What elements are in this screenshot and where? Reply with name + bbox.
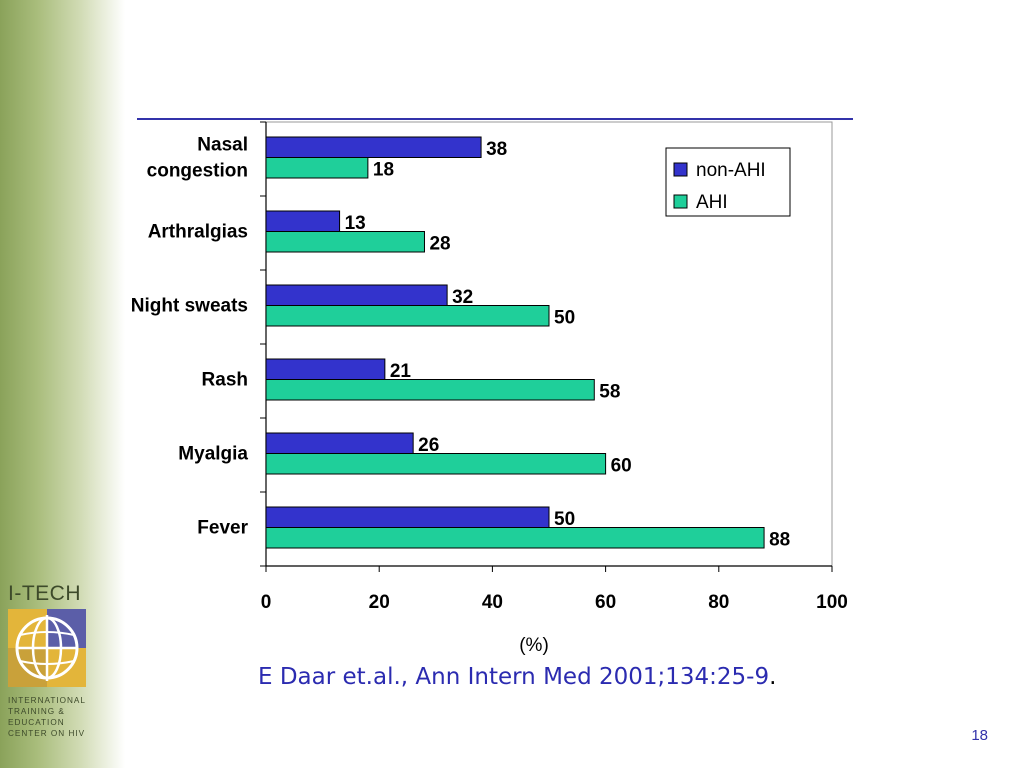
page-number: 18 [971,727,988,744]
category-label: Fever [197,518,248,539]
x-tick-label: 60 [595,592,616,613]
data-label: 50 [554,509,575,530]
bar-ahi [265,231,425,253]
bar-non-ahi [265,136,482,158]
brand-caption: International Training & Education Cente… [8,695,98,739]
x-axis-label: (%) [519,635,549,656]
bar-ahi [265,305,550,327]
bar-ahi [265,527,765,549]
data-label: 21 [390,361,412,382]
category-label: Night sweats [131,296,248,317]
globe-logo-icon [8,609,86,687]
data-label: 50 [554,308,575,329]
legend-swatch [673,194,688,209]
data-label: 58 [599,382,620,403]
data-label: 18 [373,160,394,181]
bar-ahi [265,453,607,475]
brand-caption-line: Training & [8,707,65,716]
data-label: 88 [769,530,790,551]
brand-caption-line: Center on HIV [8,729,86,738]
legend-swatch [673,162,688,177]
symptoms-bar-chart: 0 20 40 60 80 100 (%) 38 18 Nasal congestion 13 28 Ar… [131,121,848,656]
x-tick-label: 0 [261,592,272,613]
x-tick-label: 20 [369,592,390,613]
data-label: 38 [486,139,507,160]
itech-brand: I-TECH International Training & Educatio… [8,583,98,739]
citation: E Daar et.al., Ann Intern Med 2001;134:2… [258,664,776,690]
bar-non-ahi [265,358,386,380]
x-tick-label: 40 [482,592,503,613]
bar-non-ahi [265,210,341,232]
data-label: 28 [429,234,450,255]
category-label: Rash [202,370,248,391]
bar-non-ahi [265,506,550,528]
brand-caption-line: Education [8,718,65,727]
category-label: congestion [147,161,248,182]
x-tick-label: 100 [816,592,848,613]
bar-non-ahi [265,432,414,454]
brand-title: I-TECH [8,582,81,605]
title-divider [137,118,853,120]
category-label: Arthralgias [148,222,248,243]
data-label: 32 [452,287,473,308]
legend-label: non-AHI [696,160,766,181]
data-label: 60 [611,456,632,477]
legend-label: AHI [696,192,728,213]
citation-text: E Daar et.al., Ann Intern Med 2001;134:2… [258,664,770,690]
brand-caption-line: International [8,696,86,705]
bar-ahi [265,157,369,179]
data-label: 13 [345,213,366,234]
bar-non-ahi [265,284,448,306]
category-label: Nasal [197,135,248,156]
x-tick-label: 80 [708,592,729,613]
citation-suffix: . [769,664,777,690]
data-label: 26 [418,435,439,456]
category-label: Myalgia [178,444,248,465]
bar-ahi [265,379,595,401]
